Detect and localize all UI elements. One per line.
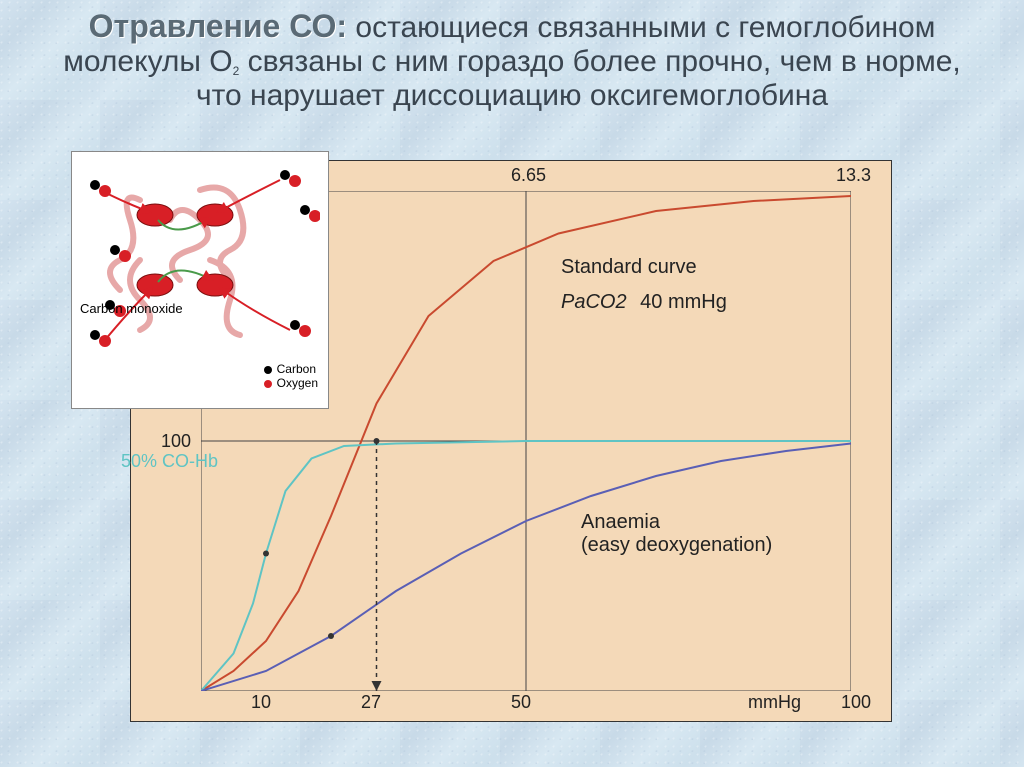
top-tick-2: 13.3 (836, 165, 871, 186)
figure-panel: 10 27 50 100 mmHg 6.65 13.3 100 Standard… (130, 160, 892, 722)
title-line2b: связаны с ним гораздо более прочно, чем … (239, 45, 960, 78)
legend-oxygen: Oxygen (263, 376, 318, 390)
anaemia-label1: Anaemia (581, 511, 772, 534)
hemoglobin-svg (80, 160, 320, 360)
title-line2a: молекулы О (63, 45, 232, 78)
x-tick-100: 100 (841, 692, 871, 713)
title-line3: что нарушает диссоциацию оксигемоглобина (196, 79, 828, 112)
x-tick-10: 10 (251, 692, 271, 713)
standard-curve-label: Standard curve (561, 256, 697, 279)
hemoglobin-diagram: Carbon monoxide Carbon Oxygen (71, 151, 329, 409)
paco2-label: PaCO2 (561, 291, 627, 313)
legend-carbon: Carbon (263, 362, 318, 376)
title-lead: Отравление СО: (89, 8, 347, 44)
title-line1: остающиеся связанными с гемоглобином (347, 11, 935, 44)
top-tick-1: 6.65 (511, 165, 546, 186)
anaemia-label2: (easy deoxygenation) (581, 534, 772, 557)
y-tick-100: 100 (161, 431, 191, 452)
slide-title: Отравление СО: остающиеся связанными с г… (0, 8, 1024, 113)
x-axis-label: mmHg (748, 692, 801, 713)
x-tick-27: 27 (361, 692, 381, 713)
paco2-value: 40 mmHg (640, 291, 727, 313)
co-hb-label: 50% CO-Hb (121, 451, 218, 472)
x-tick-50: 50 (511, 692, 531, 713)
diagram-molecule-label: Carbon monoxide (80, 302, 183, 316)
